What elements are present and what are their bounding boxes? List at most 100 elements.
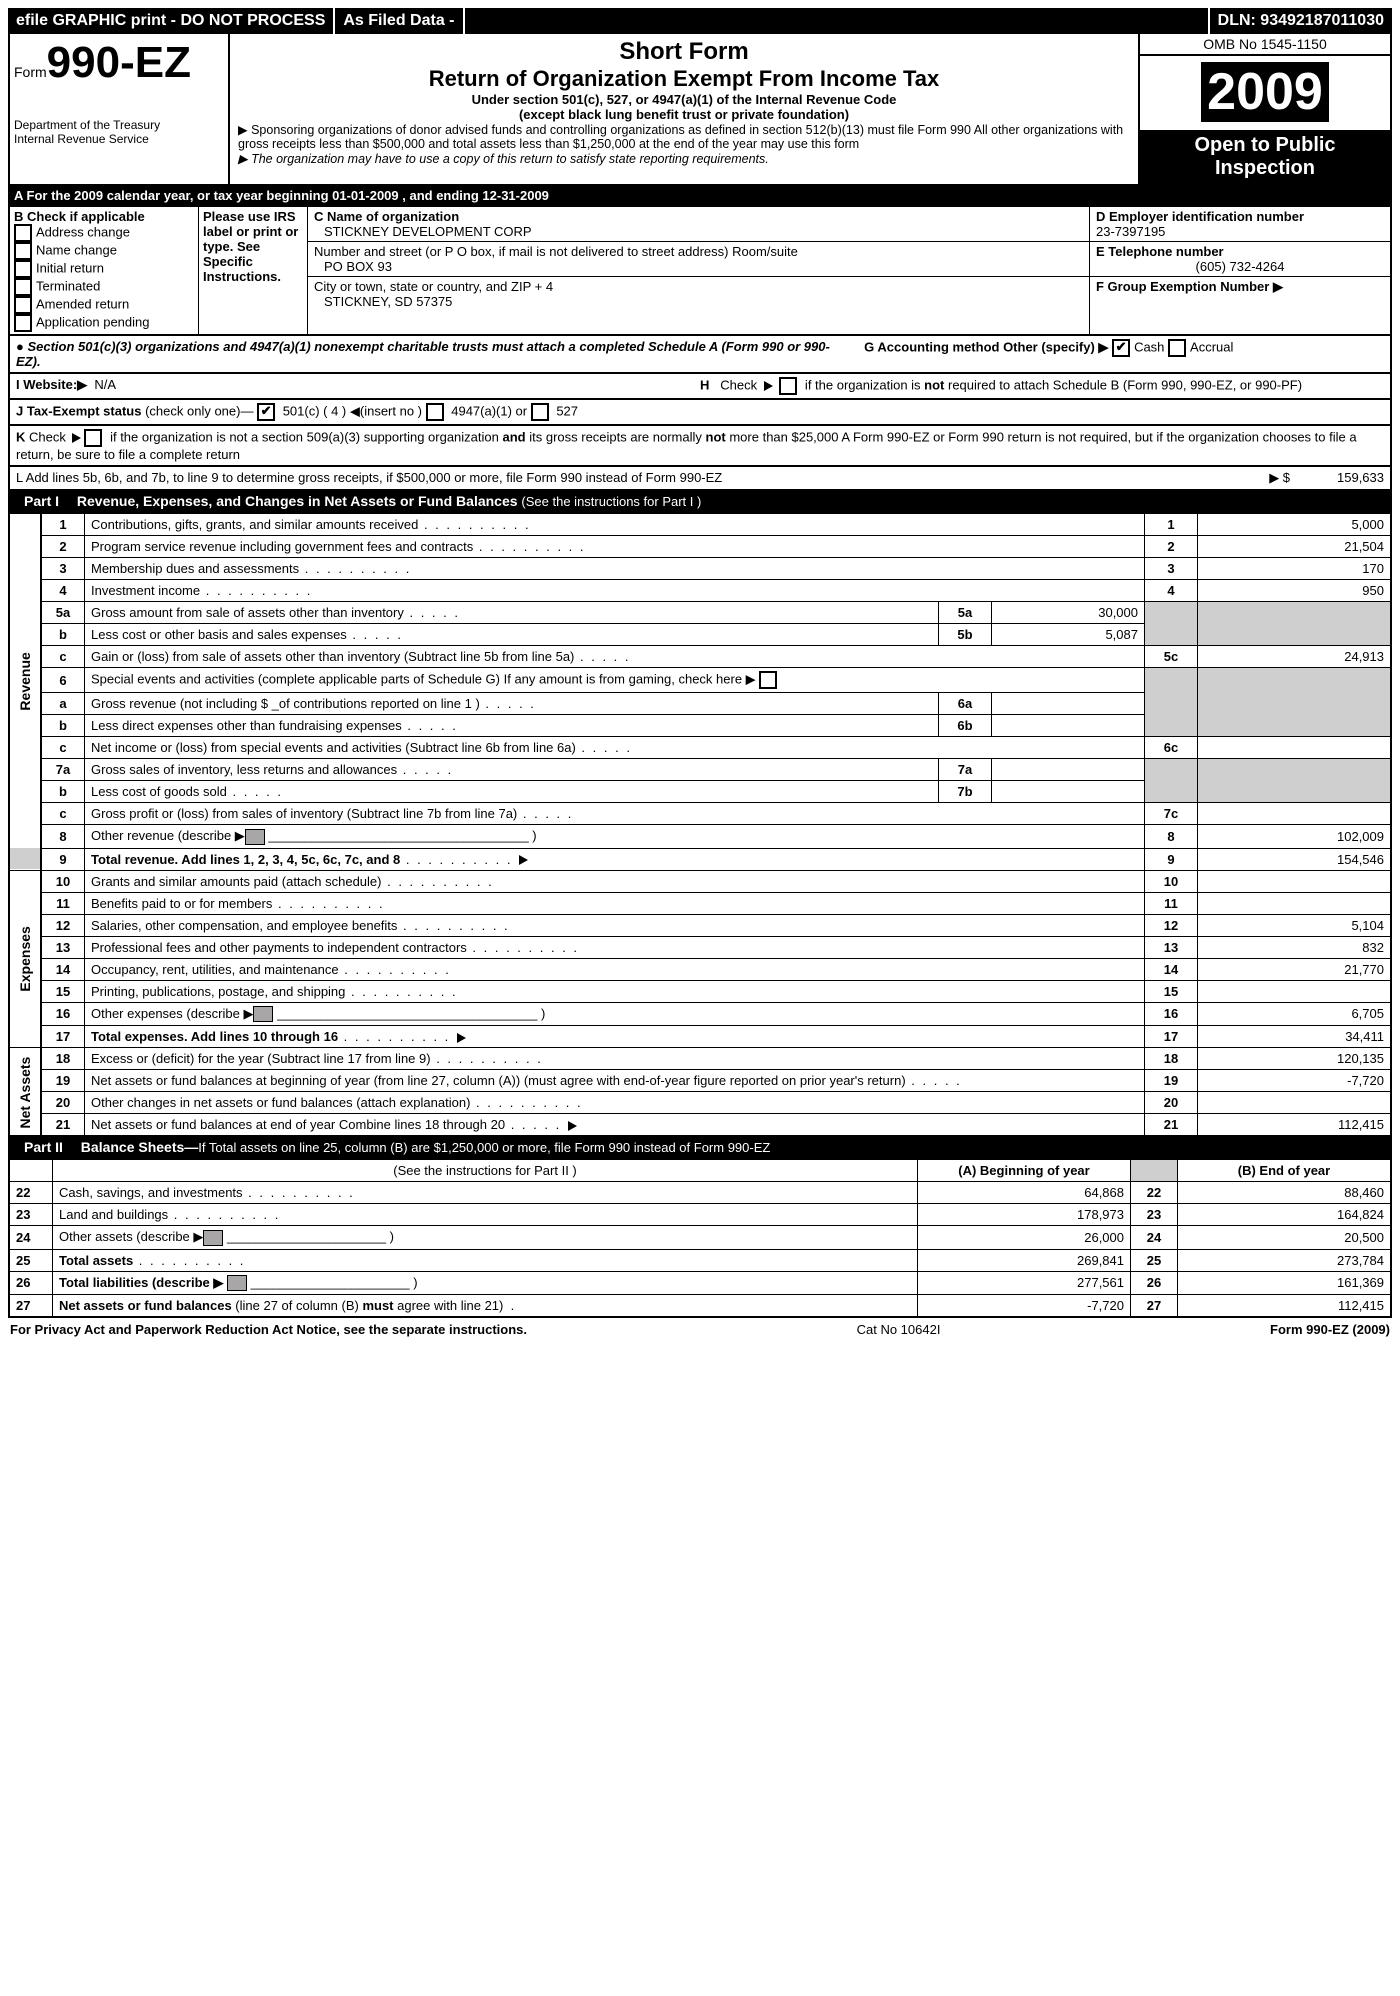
no-7c: 7c	[1145, 803, 1198, 825]
ln-5c: c	[41, 646, 85, 668]
ln-6c: c	[41, 737, 85, 759]
l-text: L Add lines 5b, 6b, and 7b, to line 9 to…	[16, 470, 722, 485]
ln-12: 12	[41, 914, 85, 936]
f-label: F Group Exemption Number ▶	[1096, 279, 1384, 295]
chk-501c[interactable]: ✔	[257, 403, 275, 421]
val-8: 102,009	[1198, 825, 1392, 849]
part2-title: Balance Sheets—	[81, 1139, 199, 1155]
page-footer: For Privacy Act and Paperwork Reduction …	[8, 1318, 1392, 1341]
c-city-label: City or town, state or country, and ZIP …	[314, 279, 1083, 294]
bA-25: 269,841	[918, 1249, 1131, 1271]
ln-7c: c	[41, 803, 85, 825]
desc-17: Total expenses. Add lines 10 through 16	[91, 1029, 338, 1044]
bno-24: 24	[1131, 1226, 1178, 1250]
bln-27: 27	[9, 1295, 53, 1318]
ln-18: 18	[41, 1048, 85, 1070]
chk-application-pending[interactable]	[14, 314, 32, 332]
row-l: L Add lines 5b, 6b, and 7b, to line 9 to…	[8, 467, 1392, 491]
bno-26: 26	[1131, 1271, 1178, 1295]
chk-initial-return[interactable]	[14, 260, 32, 278]
bA-22: 64,868	[918, 1182, 1131, 1204]
no-2: 2	[1145, 536, 1198, 558]
chk-accrual[interactable]	[1168, 339, 1186, 357]
chk-gaming[interactable]	[759, 671, 777, 689]
arrow-icon	[519, 855, 528, 865]
dept-treasury: Department of the Treasury	[14, 118, 224, 132]
website-value: N/A	[94, 377, 116, 392]
efile-label: efile GRAPHIC print - DO NOT PROCESS	[8, 8, 335, 34]
subno-7b: 7b	[939, 781, 992, 803]
desc-16: Other expenses (describe ▶	[91, 1006, 253, 1021]
no-13: 13	[1145, 936, 1198, 958]
chk-k[interactable]	[84, 429, 102, 447]
ln-2: 2	[41, 536, 85, 558]
lbl-cash: Cash	[1134, 339, 1164, 354]
desc-20: Other changes in net assets or fund bala…	[91, 1095, 470, 1110]
val-19: -7,720	[1198, 1070, 1392, 1092]
bdesc-24: Other assets (describe ▶	[59, 1229, 203, 1244]
desc-7a: Gross sales of inventory, less returns a…	[91, 762, 397, 777]
chk-cash[interactable]: ✔	[1112, 339, 1130, 357]
netassets-side-label: Net Assets	[9, 1048, 41, 1137]
desc-10: Grants and similar amounts paid (attach …	[91, 874, 381, 889]
part1-title: Revenue, Expenses, and Changes in Net As…	[77, 493, 518, 509]
chk-name-change[interactable]	[14, 242, 32, 260]
part1-tab: Part I	[16, 493, 67, 509]
ln-5a: 5a	[41, 602, 85, 624]
bln-24: 24	[9, 1226, 53, 1250]
val-21: 112,415	[1198, 1114, 1392, 1137]
top-bar: efile GRAPHIC print - DO NOT PROCESS As …	[8, 8, 1392, 34]
desc-7c: Gross profit or (loss) from sales of inv…	[91, 806, 517, 821]
balance-table: (See the instructions for Part II ) (A) …	[8, 1159, 1392, 1318]
desc-6b: Less direct expenses other than fundrais…	[91, 718, 402, 733]
bdesc-26: Total liabilities (describe ▶	[59, 1275, 223, 1290]
ln-6b: b	[41, 715, 85, 737]
no-16: 16	[1145, 1002, 1198, 1026]
no-10: 10	[1145, 870, 1198, 892]
ein-value: 23-7397195	[1096, 224, 1384, 239]
ln-15: 15	[41, 980, 85, 1002]
ln-7b: b	[41, 781, 85, 803]
chk-527[interactable]	[531, 403, 549, 421]
revenue-side-label: Revenue	[9, 514, 41, 849]
e-label: E Telephone number	[1096, 244, 1384, 259]
chk-h[interactable]	[779, 377, 797, 395]
sec501-note: ● Section 501(c)(3) organizations and 49…	[16, 339, 837, 369]
expenses-side-label: Expenses	[9, 870, 41, 1048]
desc-2: Program service revenue including govern…	[91, 539, 473, 554]
chk-terminated[interactable]	[14, 278, 32, 296]
chk-amended[interactable]	[14, 296, 32, 314]
desc-14: Occupancy, rent, utilities, and maintena…	[91, 962, 339, 977]
ln-21: 21	[41, 1114, 85, 1137]
val-17: 34,411	[1198, 1026, 1392, 1048]
form-header: Form990-EZ Department of the Treasury In…	[8, 34, 1392, 186]
desc-11: Benefits paid to or for members	[91, 896, 272, 911]
ln-1: 1	[41, 514, 85, 536]
short-form-label: Short Form	[238, 38, 1130, 66]
chk-address-change[interactable]	[14, 224, 32, 242]
part2-header: Part II Balance Sheets—If Total assets o…	[8, 1137, 1392, 1159]
desc-5b: Less cost or other basis and sales expen…	[91, 627, 347, 642]
no-12: 12	[1145, 914, 1198, 936]
footer-mid: Cat No 10642I	[857, 1322, 941, 1337]
val-12: 5,104	[1198, 914, 1392, 936]
c-street-label: Number and street (or P O box, if mail i…	[314, 244, 1083, 259]
ln-20: 20	[41, 1092, 85, 1114]
desc-5a: Gross amount from sale of assets other t…	[91, 605, 404, 620]
bno-25: 25	[1131, 1249, 1178, 1271]
asfiled-label: As Filed Data -	[335, 8, 464, 34]
desc-5c: Gain or (loss) from sale of assets other…	[91, 649, 574, 664]
bdesc-22: Cash, savings, and investments	[59, 1185, 243, 1200]
chk-4947[interactable]	[426, 403, 444, 421]
subno-6b: 6b	[939, 715, 992, 737]
desc-6c: Net income or (loss) from special events…	[91, 740, 576, 755]
no-4: 4	[1145, 580, 1198, 602]
bno-27: 27	[1131, 1295, 1178, 1318]
ln-6a: a	[41, 693, 85, 715]
bB-25: 273,784	[1178, 1249, 1392, 1271]
lbl-application-pending: Application pending	[36, 314, 149, 329]
col-a-header: (A) Beginning of year	[918, 1160, 1131, 1182]
no-20: 20	[1145, 1092, 1198, 1114]
ln-13: 13	[41, 936, 85, 958]
ln-16: 16	[41, 1002, 85, 1026]
